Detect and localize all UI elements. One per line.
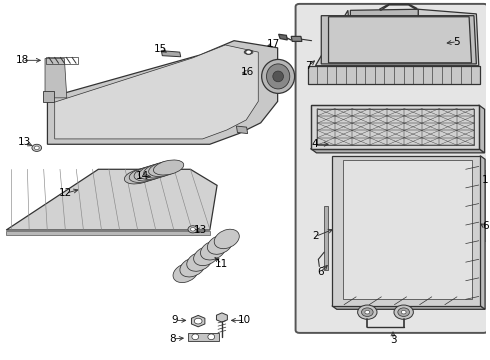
Ellipse shape [208, 334, 215, 340]
Polygon shape [324, 206, 328, 270]
Text: 11: 11 [215, 259, 228, 269]
Polygon shape [332, 306, 485, 309]
Ellipse shape [267, 64, 290, 89]
Circle shape [188, 226, 197, 233]
Polygon shape [316, 9, 479, 66]
Circle shape [358, 305, 377, 319]
Circle shape [34, 146, 39, 150]
Text: 7: 7 [305, 61, 312, 71]
Polygon shape [188, 333, 220, 341]
Ellipse shape [144, 163, 174, 178]
Polygon shape [308, 66, 480, 84]
Polygon shape [485, 170, 490, 242]
Polygon shape [480, 156, 485, 309]
Polygon shape [217, 313, 227, 322]
Polygon shape [192, 315, 205, 327]
Polygon shape [479, 105, 485, 153]
Polygon shape [321, 16, 476, 64]
Ellipse shape [134, 166, 164, 181]
Ellipse shape [180, 257, 205, 277]
Circle shape [245, 50, 251, 54]
Text: 2: 2 [312, 231, 319, 242]
Circle shape [191, 228, 195, 231]
Polygon shape [6, 231, 210, 235]
Circle shape [401, 310, 406, 314]
Polygon shape [45, 59, 67, 98]
Polygon shape [291, 36, 302, 41]
Polygon shape [161, 51, 181, 57]
Circle shape [362, 308, 373, 316]
Text: 6: 6 [317, 267, 323, 277]
Polygon shape [279, 34, 287, 40]
Polygon shape [311, 105, 479, 149]
Ellipse shape [200, 240, 225, 260]
Text: 15: 15 [154, 44, 167, 54]
Polygon shape [55, 45, 258, 139]
Ellipse shape [187, 252, 212, 271]
Ellipse shape [129, 167, 160, 183]
Polygon shape [343, 160, 471, 299]
Text: 8: 8 [169, 334, 176, 344]
Text: 14: 14 [136, 171, 149, 181]
Ellipse shape [148, 162, 179, 176]
Polygon shape [311, 149, 485, 153]
Polygon shape [379, 4, 417, 10]
Text: 17: 17 [267, 39, 280, 49]
Ellipse shape [273, 71, 284, 82]
Text: 13: 13 [194, 225, 207, 235]
Text: 4: 4 [312, 139, 318, 149]
Ellipse shape [207, 235, 232, 254]
Polygon shape [43, 91, 54, 102]
Circle shape [394, 305, 414, 319]
Text: 16: 16 [241, 67, 254, 77]
Polygon shape [350, 9, 418, 42]
Circle shape [32, 144, 42, 152]
Circle shape [365, 310, 370, 314]
Text: 18: 18 [16, 55, 29, 65]
Polygon shape [48, 41, 278, 144]
Text: 9: 9 [172, 315, 178, 325]
Text: 1: 1 [482, 175, 489, 185]
Text: 5: 5 [454, 37, 460, 47]
Ellipse shape [124, 169, 155, 184]
Text: 12: 12 [59, 188, 73, 198]
Text: 13: 13 [18, 138, 31, 148]
Ellipse shape [194, 246, 219, 266]
Polygon shape [332, 156, 480, 306]
Text: 3: 3 [390, 335, 396, 345]
Polygon shape [6, 169, 217, 230]
Polygon shape [318, 109, 474, 145]
Ellipse shape [192, 334, 198, 340]
Circle shape [398, 308, 410, 316]
Polygon shape [237, 126, 247, 134]
Circle shape [195, 318, 202, 324]
Ellipse shape [173, 263, 198, 283]
Text: 10: 10 [238, 315, 251, 325]
Ellipse shape [262, 59, 294, 93]
Ellipse shape [153, 160, 184, 175]
Ellipse shape [139, 165, 169, 180]
Polygon shape [328, 17, 471, 63]
FancyBboxPatch shape [295, 4, 488, 333]
Ellipse shape [244, 50, 253, 54]
Text: 6: 6 [482, 221, 489, 231]
Ellipse shape [214, 229, 239, 249]
